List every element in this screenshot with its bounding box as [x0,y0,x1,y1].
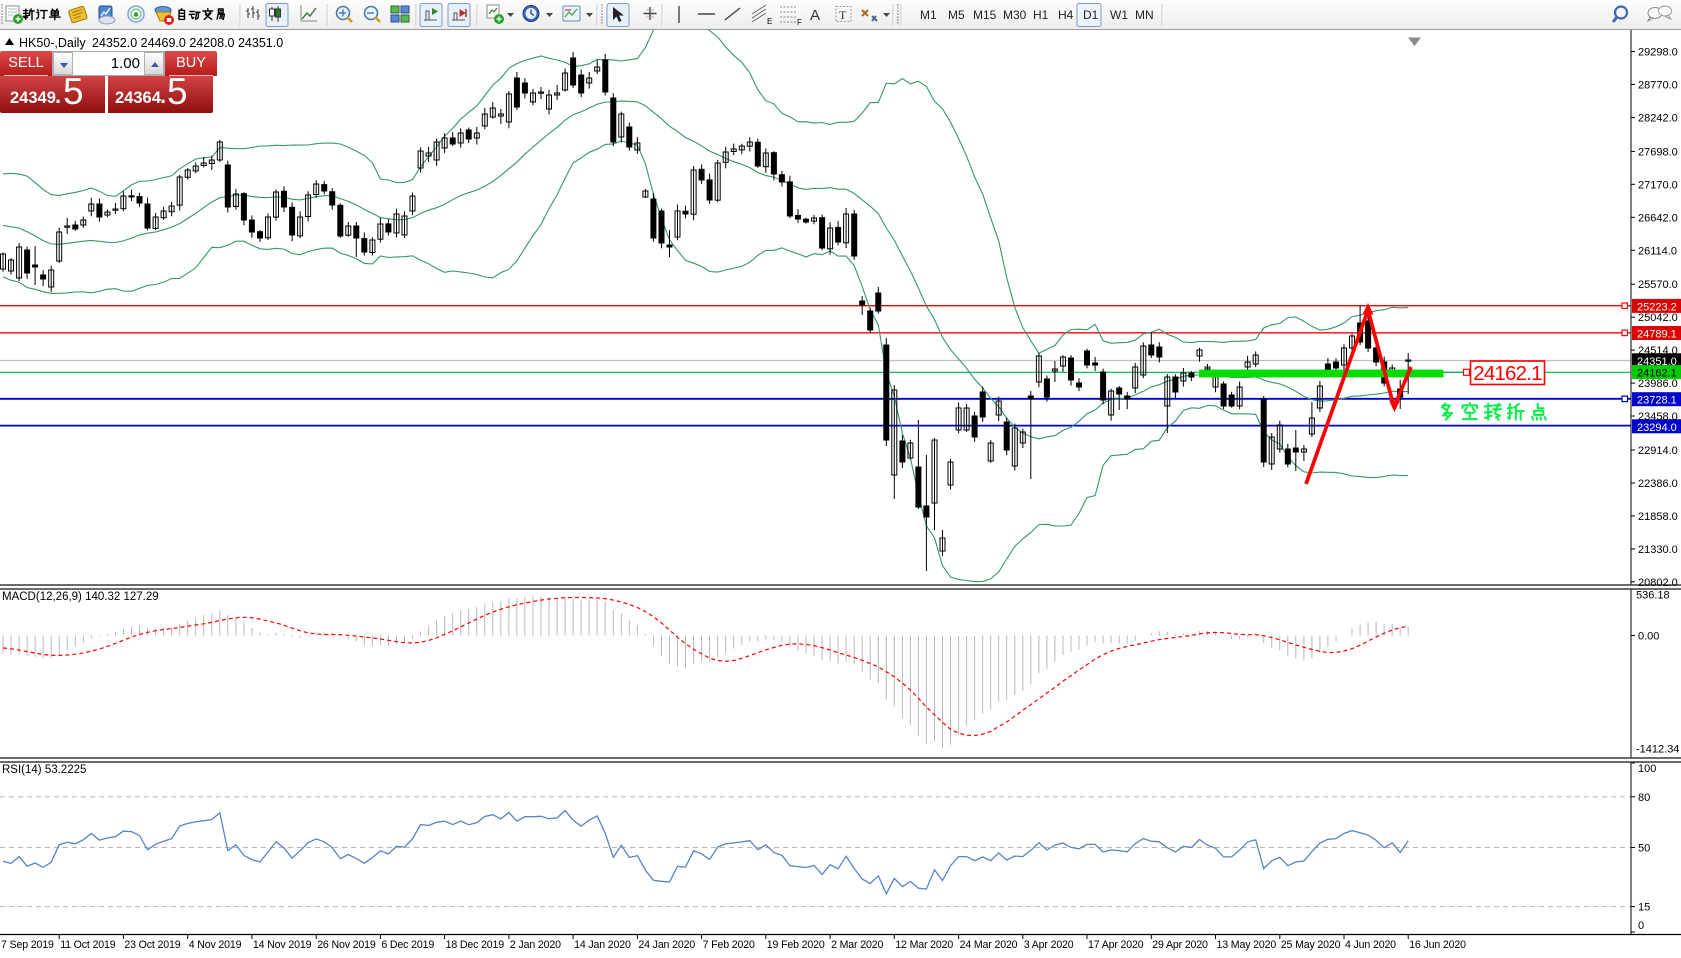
svg-text:M15: M15 [973,8,997,22]
svg-text:24162.1: 24162.1 [1473,362,1542,385]
svg-text:4 Nov 2019: 4 Nov 2019 [189,939,242,951]
svg-text:23 Oct 2019: 23 Oct 2019 [124,939,180,951]
svg-text:25570.0: 25570.0 [1638,279,1678,291]
svg-text:19 Feb 2020: 19 Feb 2020 [767,939,825,951]
svg-text:17 Apr 2020: 17 Apr 2020 [1088,939,1144,951]
svg-text:13 May 2020: 13 May 2020 [1217,939,1277,951]
svg-text:25042.0: 25042.0 [1638,312,1678,324]
svg-text:4 Jun 2020: 4 Jun 2020 [1345,939,1396,951]
svg-text:24514.0: 24514.0 [1638,345,1678,357]
svg-text:M5: M5 [948,8,965,22]
svg-text:29298.0: 29298.0 [1638,47,1678,59]
svg-text:26114.0: 26114.0 [1638,245,1677,257]
svg-text:23986.0: 23986.0 [1638,378,1678,390]
svg-text:0.00: 0.00 [1638,631,1659,643]
svg-text:-1412.34: -1412.34 [1636,744,1679,756]
svg-text:29 Apr 2020: 29 Apr 2020 [1152,939,1208,951]
svg-text:26642.0: 26642.0 [1638,212,1678,224]
svg-text:7 Feb 2020: 7 Feb 2020 [703,939,755,951]
svg-text:12 Mar 2020: 12 Mar 2020 [895,939,953,951]
svg-text:27698.0: 27698.0 [1638,146,1678,158]
svg-text:E: E [767,17,772,26]
svg-text:M30: M30 [1003,8,1027,22]
svg-text:22386.0: 22386.0 [1638,478,1678,490]
svg-text:11 Oct 2019: 11 Oct 2019 [60,939,116,951]
svg-text:H4: H4 [1058,8,1074,22]
svg-text:24351.0: 24351.0 [1637,356,1677,368]
svg-text:H1: H1 [1033,8,1049,22]
svg-text:23728.1: 23728.1 [1637,395,1677,407]
svg-text:24 Jan 2020: 24 Jan 2020 [638,939,695,951]
svg-text:100: 100 [1638,763,1656,775]
svg-text:50: 50 [1638,843,1650,855]
svg-text:6 Dec 2019: 6 Dec 2019 [381,939,434,951]
svg-text:24789.1: 24789.1 [1637,329,1677,341]
svg-text:25 May 2020: 25 May 2020 [1281,939,1341,951]
svg-text:26 Nov 2019: 26 Nov 2019 [317,939,376,951]
svg-text:2 Mar 2020: 2 Mar 2020 [831,939,883,951]
svg-text:20802.0: 20802.0 [1638,577,1678,589]
svg-text:24 Mar 2020: 24 Mar 2020 [960,939,1018,951]
svg-text:21330.0: 21330.0 [1638,544,1678,556]
svg-text:28242.0: 28242.0 [1638,112,1678,124]
svg-text:3 Apr 2020: 3 Apr 2020 [1024,939,1074,951]
svg-text:MN: MN [1135,8,1154,22]
svg-text:80: 80 [1638,792,1650,804]
svg-text:24352.0 24469.0 24208.0 24351.: 24352.0 24469.0 24208.0 24351.0 [92,36,283,50]
svg-text:T: T [839,8,847,22]
svg-text:25223.2: 25223.2 [1637,301,1677,313]
svg-text:2 Jan 2020: 2 Jan 2020 [510,939,561,951]
svg-text:15: 15 [1638,902,1650,914]
svg-text:W1: W1 [1110,8,1128,22]
svg-text:21858.0: 21858.0 [1638,511,1678,523]
svg-text:14 Jan 2020: 14 Jan 2020 [574,939,631,951]
svg-text:0: 0 [1638,920,1644,932]
svg-text:28770.0: 28770.0 [1638,80,1678,92]
svg-text:22914.0: 22914.0 [1638,445,1678,457]
svg-text:16 Jun 2020: 16 Jun 2020 [1409,939,1466,951]
svg-text:14 Nov 2019: 14 Nov 2019 [253,939,312,951]
svg-text:M1: M1 [920,8,937,22]
svg-text:A: A [810,7,820,24]
svg-text:F: F [797,18,802,27]
svg-text:D1: D1 [1083,8,1099,22]
svg-text:23294.0: 23294.0 [1637,422,1677,434]
svg-text:HK50-,Daily: HK50-,Daily [19,36,86,50]
svg-text:MACD(12,26,9) 140.32 127.29: MACD(12,26,9) 140.32 127.29 [2,591,159,603]
svg-text:7 Sep 2019: 7 Sep 2019 [1,939,54,951]
svg-text:27170.0: 27170.0 [1638,179,1678,191]
svg-text:23458.0: 23458.0 [1638,411,1678,423]
svg-text:536.18: 536.18 [1636,590,1670,602]
svg-text:RSI(14) 53.2225: RSI(14) 53.2225 [2,764,86,776]
svg-text:18 Dec 2019: 18 Dec 2019 [446,939,505,951]
svg-text:24162.1: 24162.1 [1637,368,1677,380]
